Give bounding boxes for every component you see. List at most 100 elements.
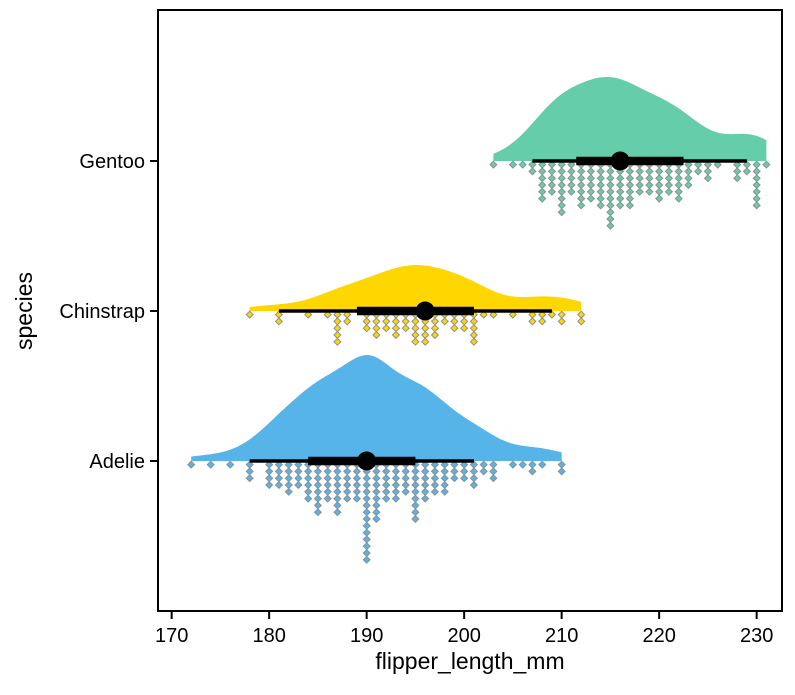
data-dot-gentoo: [674, 194, 683, 203]
data-dot-gentoo: [694, 167, 703, 176]
data-dot-adelie: [343, 494, 352, 503]
data-dot-chinstrap: [362, 324, 371, 333]
data-dot-chinstrap: [479, 310, 488, 319]
data-dot-gentoo: [625, 201, 635, 210]
data-dot-chinstrap: [421, 337, 430, 346]
data-dot-gentoo: [557, 208, 566, 217]
data-dot-adelie: [323, 494, 332, 503]
data-dot-adelie: [206, 460, 215, 469]
data-dot-chinstrap: [274, 317, 284, 326]
data-dot-chinstrap: [547, 310, 557, 319]
data-dot-chinstrap: [460, 324, 469, 333]
data-dot-adelie: [382, 494, 391, 503]
data-dot-adelie: [245, 474, 254, 483]
plot-marks: [187, 77, 771, 564]
data-dot-adelie: [421, 494, 430, 503]
data-dot-adelie: [469, 480, 479, 490]
x-axis-tick-label: 210: [545, 625, 578, 647]
data-dot-adelie: [265, 480, 274, 490]
data-dot-adelie: [557, 467, 566, 476]
data-dot-chinstrap: [343, 317, 352, 326]
data-dot-adelie: [430, 487, 440, 496]
plot-axes: 170 180 190 200 210 220 230 Gentoo Chinstrap Adel…: [59, 151, 773, 647]
data-dot-adelie: [333, 508, 342, 517]
data-dot-chinstrap: [469, 337, 479, 346]
data-dot-gentoo: [645, 187, 654, 196]
data-dot-gentoo: [635, 187, 644, 196]
data-dot-chinstrap: [508, 310, 518, 319]
data-dot-gentoo: [733, 174, 742, 183]
data-dot-gentoo: [547, 187, 557, 196]
data-dot-gentoo: [518, 160, 527, 169]
data-dot-chinstrap: [391, 330, 401, 340]
data-dot-adelie: [489, 474, 498, 483]
data-dot-adelie: [460, 474, 469, 483]
y-axis-tick-label: Chinstrap: [59, 301, 145, 323]
data-dot-gentoo: [664, 187, 674, 196]
data-dot-chinstrap: [372, 330, 381, 340]
data-dot-gentoo: [616, 201, 625, 210]
data-dot-gentoo: [762, 160, 771, 169]
y-axis-tick-label: Gentoo: [79, 151, 145, 173]
data-dot-gentoo: [586, 194, 596, 203]
data-dot-adelie: [226, 460, 235, 469]
x-axis-tick-label: 200: [447, 625, 480, 647]
data-dot-gentoo: [528, 167, 537, 176]
data-dot-chinstrap: [304, 310, 313, 319]
data-dot-adelie: [304, 494, 313, 503]
y-axis-title: species: [11, 272, 37, 350]
data-dot-adelie: [508, 460, 518, 469]
data-dot-gentoo: [489, 160, 498, 169]
data-dot-adelie: [538, 460, 547, 469]
data-dot-chinstrap: [333, 337, 342, 346]
median-point-chinstrap: [415, 301, 435, 321]
data-dot-adelie: [528, 467, 537, 476]
data-dot-gentoo: [742, 167, 752, 176]
data-dot-gentoo: [538, 194, 547, 203]
density-slab-adelie: [191, 355, 562, 461]
y-axis-tick-label: Adelie: [89, 451, 145, 473]
median-point-adelie: [357, 451, 377, 471]
data-dot-adelie: [401, 487, 410, 496]
data-dot-adelie: [479, 467, 488, 476]
data-dot-chinstrap: [528, 317, 537, 326]
data-dot-adelie: [372, 514, 381, 524]
data-dot-chinstrap: [245, 310, 254, 319]
data-dot-chinstrap: [382, 324, 391, 333]
data-dot-adelie: [313, 508, 323, 517]
data-dot-adelie: [411, 514, 420, 524]
data-dot-chinstrap: [323, 310, 332, 319]
data-dot-gentoo: [713, 160, 722, 169]
data-dot-chinstrap: [411, 337, 420, 346]
data-dot-gentoo: [567, 187, 576, 196]
data-dot-gentoo: [655, 194, 664, 203]
x-axis-tick-label: 220: [642, 625, 675, 647]
data-dot-gentoo: [596, 201, 605, 210]
data-dot-chinstrap: [489, 310, 498, 319]
data-dot-chinstrap: [577, 317, 586, 326]
data-dot-chinstrap: [538, 317, 547, 326]
data-dot-gentoo: [752, 201, 761, 210]
data-dot-adelie: [440, 487, 449, 496]
data-dot-adelie: [362, 555, 371, 564]
x-axis-title: flipper_length_mm: [375, 648, 564, 674]
median-point-gentoo: [610, 151, 630, 171]
data-dot-adelie: [518, 460, 527, 469]
data-dot-gentoo: [703, 174, 713, 183]
data-dot-gentoo: [508, 160, 518, 169]
x-axis-tick-label: 230: [740, 625, 773, 647]
data-dot-chinstrap: [430, 330, 440, 340]
data-dot-chinstrap: [450, 324, 459, 333]
data-dot-chinstrap: [440, 317, 449, 326]
data-dot-gentoo: [577, 201, 586, 210]
data-dot-chinstrap: [401, 324, 410, 333]
data-dot-adelie: [274, 480, 284, 490]
data-dot-adelie: [284, 487, 293, 496]
density-slab-gentoo: [493, 77, 767, 161]
x-axis-tick-label: 170: [155, 625, 188, 647]
data-dot-gentoo: [684, 180, 693, 190]
data-dot-adelie: [187, 460, 196, 469]
x-axis-tick-label: 190: [350, 625, 383, 647]
